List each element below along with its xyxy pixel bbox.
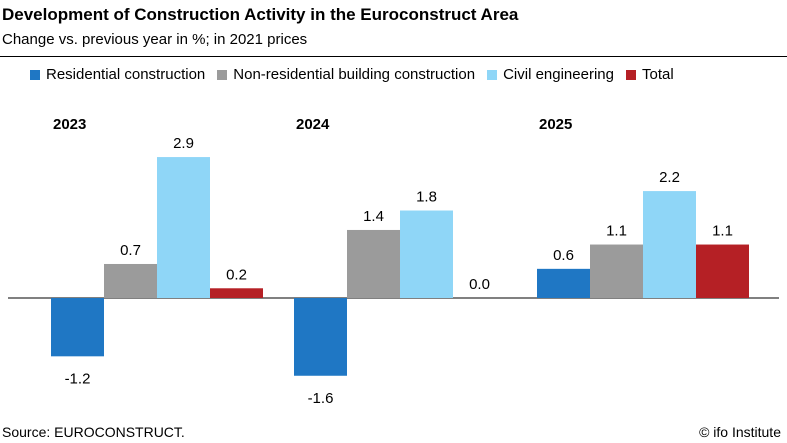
- legend-swatch-non-residential: [217, 69, 228, 80]
- bar-civil-engineering-2024: [400, 210, 453, 298]
- bar-residential-construction-2023: [51, 298, 104, 357]
- value-label-non-residential-building-construction-2023: 0.7: [120, 242, 141, 259]
- legend-item-residential: Residential construction: [30, 66, 205, 83]
- legend-swatch-civil: [487, 69, 498, 80]
- value-label-civil-engineering-2024: 1.8: [416, 189, 437, 206]
- value-label-non-residential-building-construction-2025: 1.1: [606, 223, 627, 240]
- value-label-residential-construction-2023: -1.2: [65, 370, 91, 387]
- bar-total-2023: [210, 288, 263, 298]
- legend-item-civil: Civil engineering: [487, 66, 614, 83]
- bar-civil-engineering-2025: [643, 191, 696, 298]
- value-label-total-2023: 0.2: [226, 266, 247, 283]
- value-label-total-2024: 0.0: [469, 276, 490, 293]
- legend-label-residential: Residential construction: [46, 66, 206, 83]
- value-label-non-residential-building-construction-2024: 1.4: [363, 208, 384, 225]
- source-note: Source: EUROCONSTRUCT.: [2, 424, 185, 440]
- category-label-2025: 2025: [539, 116, 572, 133]
- bar-total-2025: [696, 244, 749, 298]
- bar-civil-engineering-2023: [157, 157, 210, 298]
- value-label-residential-construction-2025: 0.6: [553, 247, 574, 264]
- value-label-total-2025: 1.1: [712, 223, 733, 240]
- bar-non-residential-building-construction-2024: [347, 229, 400, 298]
- bar-residential-construction-2025: [537, 268, 590, 298]
- legend-label-non-residential: Non-residential building construction: [233, 66, 476, 83]
- legend-swatch-total: [625, 69, 636, 80]
- value-label-civil-engineering-2023: 2.9: [173, 135, 194, 152]
- chart-title: Development of Construction Activity in …: [2, 5, 519, 24]
- bar-non-residential-building-construction-2023: [104, 263, 157, 298]
- legend-label-civil: Civil engineering: [503, 66, 614, 83]
- value-label-civil-engineering-2025: 2.2: [659, 169, 680, 186]
- legend-item-non-residential: Non-residential building construction: [217, 66, 475, 83]
- legend-label-total: Total: [641, 66, 674, 83]
- legend: Residential construction Non-residential…: [30, 66, 674, 83]
- copyright-credit: © ifo Institute: [699, 424, 781, 440]
- chart-subtitle: Change vs. previous year in %; in 2021 p…: [2, 31, 308, 48]
- legend-swatch-residential: [30, 69, 40, 80]
- header-divider: [0, 56, 787, 57]
- value-label-residential-construction-2024: -1.6: [308, 390, 334, 407]
- category-label-2023: 2023: [53, 116, 86, 133]
- category-label-2024: 2024: [296, 116, 330, 133]
- bar-residential-construction-2024: [294, 298, 347, 376]
- legend-item-total: Total: [625, 66, 674, 83]
- bar-non-residential-building-construction-2025: [590, 244, 643, 298]
